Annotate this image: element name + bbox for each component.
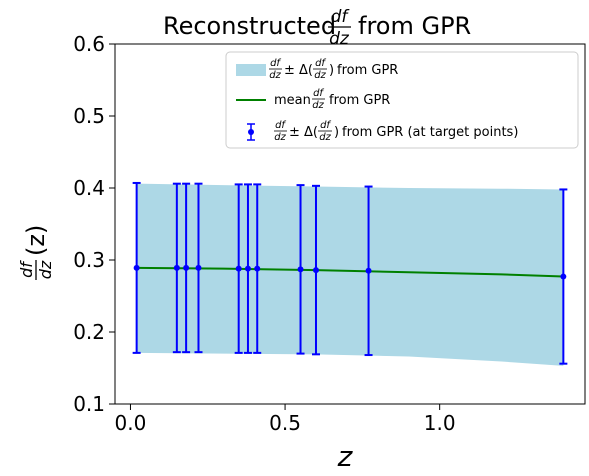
mean-line: [136, 266, 564, 278]
legend-points-marker: [248, 129, 254, 135]
legend-mean-frac-num: df: [313, 88, 324, 99]
legend-band-close: ): [329, 63, 334, 78]
errorbar-point: [311, 184, 320, 356]
data-point-marker: [244, 265, 251, 272]
data-point-marker: [133, 264, 140, 271]
y-tick-label: 0.1: [73, 392, 105, 416]
legend-band-frac-den: dz: [269, 70, 281, 81]
y-tick-label: 0.3: [73, 248, 105, 272]
legend-points-frac2-num: df: [320, 120, 331, 131]
ylabel-frac-den: dz: [36, 260, 55, 279]
confidence-band-layer: [136, 183, 564, 366]
y-tick-label: 0.5: [73, 104, 105, 128]
legend-band-frac2-num: df: [315, 58, 326, 69]
y-axis-label: df dz (z): [17, 225, 55, 280]
ylabel-suffix: (z): [22, 225, 50, 256]
errorbar-point: [296, 184, 305, 355]
legend-band-pm: ± Δ(: [284, 63, 313, 78]
legend-band-frac2-den: dz: [314, 70, 326, 81]
plot-frame: [114, 43, 586, 405]
mean-line-layer: [136, 266, 564, 278]
data-point-marker: [365, 267, 372, 274]
x-axis-label: z: [337, 440, 354, 472]
data-point-marker: [183, 264, 190, 271]
errorbar-point: [234, 183, 243, 354]
title-frac-den: dz: [329, 29, 350, 49]
errorbar-point: [364, 185, 373, 357]
data-point-marker: [235, 265, 242, 272]
x-tick-label: 1.0: [424, 411, 456, 435]
legend-entry-band: df dz ± Δ( df dz ) from GPR: [269, 58, 398, 81]
y-tick-label: 0.4: [73, 176, 105, 200]
errorbar-point: [253, 183, 262, 354]
errorbar-points-layer: [132, 181, 568, 365]
legend-points-swatch: [247, 123, 255, 141]
errorbar-point: [182, 182, 191, 354]
errorbar-point: [194, 182, 203, 354]
legend-entry-points: df dz ± Δ( df dz ) from GPR (at target p…: [274, 120, 518, 143]
y-tick-label: 0.2: [73, 320, 105, 344]
data-point-marker: [254, 265, 261, 272]
chart-title: Reconstructed df dz from GPR: [163, 7, 471, 49]
legend-box: [225, 51, 579, 149]
data-point-marker: [312, 267, 319, 274]
legend-mean-label: from GPR: [329, 93, 390, 108]
data-point-marker: [195, 264, 202, 271]
ticks-layer: 0.0 0.5 1.0 0.1 0.2 0.3 0.4 0.5 0.6: [73, 32, 455, 435]
title-prefix: Reconstructed: [163, 12, 336, 40]
legend-band-label: from GPR: [337, 63, 398, 78]
errorbar-point: [243, 183, 252, 354]
x-tick-label: 0.0: [115, 411, 147, 435]
legend-points-frac-den: dz: [274, 132, 286, 143]
legend-points-frac-num: df: [275, 120, 286, 131]
legend-points-label: from GPR (at target points): [342, 125, 518, 140]
data-point-marker: [560, 273, 567, 280]
legend-band-swatch: [236, 64, 266, 76]
legend-points-pm: ± Δ(: [289, 125, 318, 140]
x-tick-label: 0.5: [269, 411, 301, 435]
ylabel-frac-num: df: [17, 260, 36, 278]
errorbar-point: [559, 188, 568, 365]
confidence-band: [136, 183, 564, 366]
errorbar-point: [172, 182, 181, 354]
data-point-marker: [173, 264, 180, 271]
legend-mean-prefix: mean: [274, 93, 311, 108]
title-suffix: from GPR: [358, 12, 471, 40]
y-tick-label: 0.6: [73, 32, 105, 56]
errorbar-point: [132, 181, 141, 354]
data-point-marker: [297, 266, 304, 273]
legend-entry-mean: mean df dz from GPR: [274, 88, 390, 111]
title-frac-num: df: [331, 7, 351, 27]
legend-band-frac-num: df: [270, 58, 281, 69]
legend-mean-frac-den: dz: [312, 100, 324, 111]
legend: df dz ± Δ( df dz ) from GPR mean df dz f…: [225, 51, 579, 149]
legend-points-close: ): [334, 125, 339, 140]
legend-points-frac2-den: dz: [319, 132, 331, 143]
